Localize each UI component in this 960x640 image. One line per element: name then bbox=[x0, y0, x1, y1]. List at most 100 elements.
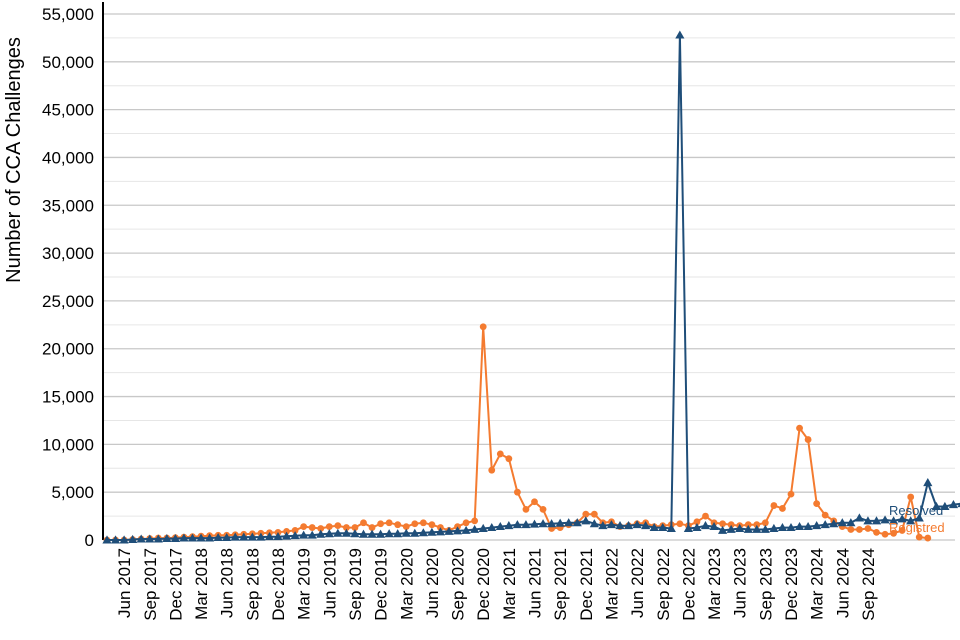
y-tick-label: 55,000 bbox=[42, 5, 94, 24]
x-tick-label: Jun 2024 bbox=[833, 548, 852, 618]
data-point bbox=[589, 519, 599, 528]
data-point bbox=[581, 516, 591, 525]
data-point bbox=[341, 528, 351, 537]
data-point bbox=[461, 525, 471, 534]
y-tick-label: 50,000 bbox=[42, 53, 94, 72]
data-point bbox=[572, 518, 582, 527]
data-point bbox=[505, 455, 513, 463]
data-point bbox=[786, 522, 796, 532]
data-point bbox=[145, 534, 155, 543]
data-point bbox=[410, 528, 420, 537]
data-point bbox=[752, 524, 762, 533]
y-tick-label: 0 bbox=[85, 531, 94, 550]
data-point bbox=[471, 517, 479, 525]
data-point bbox=[693, 518, 701, 526]
data-point bbox=[230, 532, 240, 541]
data-point bbox=[281, 531, 292, 540]
data-point bbox=[522, 505, 530, 513]
data-point bbox=[623, 521, 634, 530]
data-point bbox=[529, 519, 540, 528]
data-point bbox=[666, 523, 676, 532]
data-point bbox=[897, 514, 907, 523]
x-tick-label: Jun 2021 bbox=[526, 548, 545, 618]
x-tick-label: Dec 2019 bbox=[372, 548, 391, 621]
x-tick-label: Dec 2020 bbox=[474, 548, 493, 621]
data-point bbox=[727, 521, 735, 529]
data-point bbox=[880, 515, 890, 524]
legend: Resolved Registred bbox=[889, 503, 945, 535]
x-tick-label: Jun 2017 bbox=[115, 548, 134, 618]
data-point bbox=[325, 523, 333, 531]
data-point bbox=[931, 501, 941, 510]
data-point bbox=[419, 519, 427, 527]
data-point bbox=[907, 493, 915, 501]
data-point bbox=[488, 466, 496, 474]
data-point bbox=[889, 516, 899, 525]
data-point bbox=[649, 522, 659, 532]
x-tick-label: Dec 2017 bbox=[166, 548, 185, 621]
x-tick-label: Mar 2020 bbox=[397, 548, 416, 620]
legend-label-resolved: Resolved bbox=[889, 503, 943, 518]
data-point bbox=[804, 436, 812, 443]
data-point bbox=[923, 478, 933, 487]
y-tick-label: 45,000 bbox=[42, 101, 94, 120]
data-point bbox=[402, 523, 410, 531]
data-point bbox=[504, 521, 514, 530]
data-point bbox=[222, 533, 232, 542]
data-point bbox=[890, 529, 897, 537]
data-point bbox=[770, 502, 778, 509]
data-point bbox=[906, 516, 916, 525]
data-point bbox=[787, 490, 795, 498]
data-point bbox=[915, 533, 923, 541]
y-axis-tick-labels: 0 5,000 10,000 15,000 20,000 25,000 30,000 35,0… bbox=[42, 5, 94, 550]
data-point bbox=[514, 488, 521, 496]
data-point bbox=[898, 527, 906, 534]
data-point bbox=[317, 525, 325, 532]
data-point bbox=[384, 529, 394, 538]
data-point bbox=[735, 523, 745, 532]
data-point bbox=[401, 528, 411, 537]
data-point bbox=[376, 529, 386, 538]
data-point bbox=[316, 529, 326, 538]
data-point bbox=[358, 529, 369, 538]
x-tick-label: Mar 2019 bbox=[295, 548, 314, 620]
x-tick-label: Dec 2022 bbox=[679, 548, 698, 621]
gridlines bbox=[103, 13, 955, 541]
data-point bbox=[863, 516, 873, 525]
data-point bbox=[496, 450, 504, 458]
data-point bbox=[308, 524, 316, 531]
data-point bbox=[350, 529, 360, 538]
data-point bbox=[871, 516, 882, 525]
x-tick-label: Jun 2023 bbox=[731, 548, 750, 618]
y-axis-title: Number of CCA Challenges bbox=[3, 37, 25, 283]
data-point bbox=[641, 521, 651, 530]
data-point bbox=[718, 525, 728, 534]
data-point bbox=[291, 527, 299, 534]
y-tick-label: 40,000 bbox=[42, 148, 94, 167]
data-point bbox=[368, 524, 376, 531]
data-point bbox=[427, 527, 437, 536]
data-point bbox=[334, 522, 342, 530]
data-point bbox=[307, 530, 317, 539]
data-point bbox=[582, 510, 590, 518]
data-point bbox=[700, 521, 711, 530]
data-point bbox=[102, 535, 112, 544]
data-point bbox=[411, 520, 419, 528]
series-layer bbox=[102, 30, 960, 544]
y-tick-label: 5,000 bbox=[51, 483, 94, 502]
x-tick-label: Sep 2019 bbox=[346, 548, 365, 621]
data-point bbox=[726, 524, 736, 533]
data-point bbox=[343, 524, 350, 531]
data-point bbox=[829, 519, 839, 528]
data-point bbox=[615, 521, 625, 530]
data-point bbox=[606, 520, 617, 529]
data-point bbox=[794, 522, 805, 531]
x-tick-label: Sep 2024 bbox=[859, 548, 878, 621]
data-point bbox=[531, 498, 538, 506]
data-point bbox=[521, 520, 531, 529]
x-tick-label: Mar 2021 bbox=[500, 548, 519, 620]
data-point bbox=[495, 522, 505, 531]
y-tick-label: 10,000 bbox=[42, 435, 94, 454]
series-resolved bbox=[102, 30, 960, 544]
